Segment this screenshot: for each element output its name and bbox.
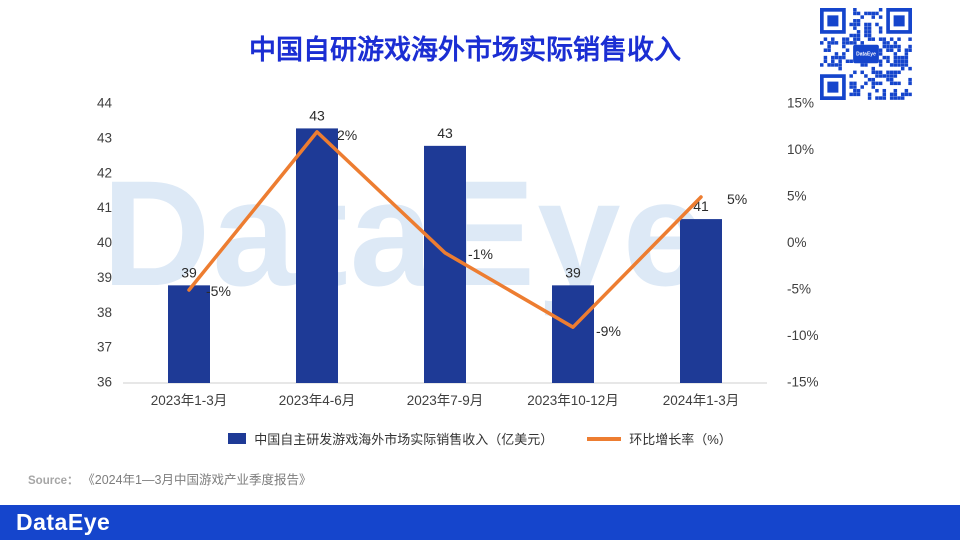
svg-text:38: 38 bbox=[97, 305, 112, 320]
svg-text:-10%: -10% bbox=[787, 328, 819, 343]
source-text: 《2024年1—3月中国游戏产业季度报告》 bbox=[88, 473, 312, 487]
svg-text:42: 42 bbox=[97, 165, 112, 180]
legend: 中国自主研发游戏海外市场实际销售收入（亿美元） 环比增长率（%） bbox=[0, 429, 960, 448]
svg-text:0%: 0% bbox=[787, 235, 807, 250]
line-series-swatch bbox=[587, 436, 622, 441]
svg-text:10%: 10% bbox=[787, 142, 814, 157]
svg-text:39: 39 bbox=[565, 264, 581, 280]
svg-text:2023年1-3月: 2023年1-3月 bbox=[151, 393, 228, 408]
svg-text:-1%: -1% bbox=[468, 246, 493, 262]
svg-text:2023年10-12月: 2023年10-12月 bbox=[527, 393, 619, 408]
svg-text:44: 44 bbox=[97, 96, 113, 111]
svg-text:2024年1-3月: 2024年1-3月 bbox=[663, 393, 740, 408]
svg-text:43: 43 bbox=[309, 107, 325, 123]
qr-code-image: DataEye bbox=[820, 8, 912, 100]
svg-text:41: 41 bbox=[97, 200, 112, 215]
watermark: DataEye bbox=[102, 149, 709, 317]
svg-text:-5%: -5% bbox=[787, 282, 811, 297]
qr-code: DataEye bbox=[820, 8, 912, 100]
bar-series-label: 中国自主研发游戏海外市场实际销售收入（亿美元） bbox=[254, 432, 554, 447]
svg-text:40: 40 bbox=[97, 235, 112, 250]
svg-text:2023年4-6月: 2023年4-6月 bbox=[279, 393, 356, 408]
svg-text:-15%: -15% bbox=[787, 375, 819, 390]
svg-text:5%: 5% bbox=[787, 189, 807, 204]
svg-text:37: 37 bbox=[97, 340, 112, 355]
dataeye-logo: DataEye bbox=[16, 509, 111, 535]
line-series-label: 环比增长率（%） bbox=[629, 432, 732, 447]
bar-series-swatch bbox=[228, 433, 247, 444]
source-prefix: Source： bbox=[28, 475, 79, 487]
svg-text:43: 43 bbox=[437, 125, 453, 141]
source-note: Source： 《2024年1—3月中国游戏产业季度报告》 bbox=[28, 469, 311, 488]
svg-text:39: 39 bbox=[181, 264, 197, 280]
svg-text:-5%: -5% bbox=[206, 283, 231, 299]
svg-text:-9%: -9% bbox=[596, 323, 621, 339]
page-title: 中国自研游戏海外市场实际销售收入 bbox=[249, 35, 681, 65]
svg-text:43: 43 bbox=[97, 130, 112, 145]
svg-text:39: 39 bbox=[97, 270, 112, 285]
svg-text:2023年7-9月: 2023年7-9月 bbox=[407, 393, 484, 408]
svg-text:36: 36 bbox=[97, 375, 112, 390]
svg-text:DataEye: DataEye bbox=[856, 51, 876, 57]
svg-text:2%: 2% bbox=[337, 127, 357, 143]
footer-bar: DataEye bbox=[0, 505, 960, 540]
svg-text:15%: 15% bbox=[787, 96, 814, 111]
svg-text:5%: 5% bbox=[727, 191, 747, 207]
